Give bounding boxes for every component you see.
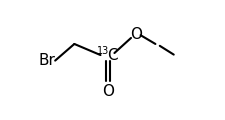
Text: O: O: [130, 27, 142, 42]
Text: Br: Br: [39, 53, 55, 68]
Text: C: C: [108, 48, 118, 63]
Text: 13: 13: [97, 46, 109, 56]
Text: O: O: [102, 84, 114, 99]
